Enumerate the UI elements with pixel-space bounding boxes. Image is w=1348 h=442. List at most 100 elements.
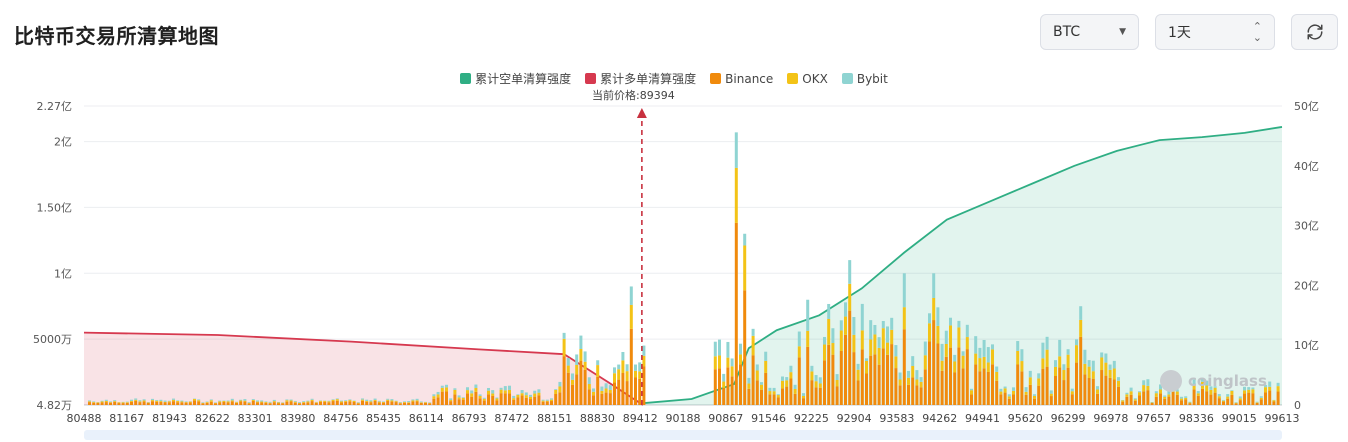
okx-bar <box>100 401 104 403</box>
legend-item[interactable]: 累计多单清算强度 <box>585 70 696 87</box>
bybit-bar <box>503 386 507 391</box>
binance-bar <box>1205 391 1209 405</box>
okx-bar <box>970 390 973 395</box>
bybit-bar <box>516 394 520 395</box>
okx-bar <box>1222 400 1225 402</box>
okx-bar <box>428 402 432 404</box>
bybit-bar <box>109 401 112 403</box>
okx-bar <box>352 400 356 403</box>
binance-bar <box>503 393 507 405</box>
binance-bar <box>1180 400 1183 405</box>
okx-bar <box>982 356 986 369</box>
bybit-bar <box>558 381 562 387</box>
refresh-icon <box>1306 24 1323 40</box>
bybit-bar <box>1188 401 1192 403</box>
okx-bar <box>961 355 965 369</box>
bybit-bar <box>1024 387 1028 392</box>
bybit-bar <box>734 132 738 168</box>
bybit-bar <box>894 345 898 357</box>
bybit-bar <box>348 399 352 401</box>
binance-bar <box>411 401 415 405</box>
legend-item[interactable]: OKX <box>787 70 828 87</box>
binance-bar <box>869 355 873 405</box>
okx-bar <box>172 399 175 402</box>
binance-bar <box>348 401 352 405</box>
legend-item[interactable]: Bybit <box>841 70 888 87</box>
bybit-bar <box>1037 373 1041 379</box>
bybit-bar <box>785 377 789 381</box>
bybit-bar <box>839 320 843 331</box>
binance-bar <box>1016 364 1020 405</box>
x-axis-tick-label: 83301 <box>238 412 273 425</box>
bybit-bar <box>907 370 910 378</box>
symbol-select[interactable]: BTC ▼ <box>1040 14 1139 50</box>
binance-bar <box>617 379 621 405</box>
bybit-bar <box>302 401 306 403</box>
bybit-bar <box>125 401 129 403</box>
bybit-bar <box>1154 391 1158 394</box>
binance-bar <box>159 402 163 405</box>
bybit-bar <box>1192 379 1196 385</box>
bybit-bar <box>1070 388 1074 392</box>
binance-bar <box>566 372 570 405</box>
okx-bar <box>449 400 453 402</box>
okx-bar <box>739 354 742 365</box>
bybit-bar <box>1163 395 1167 397</box>
chart-zoom-slider[interactable] <box>84 430 1282 440</box>
okx-bar <box>772 391 776 395</box>
okx-bar <box>235 402 238 403</box>
x-axis-tick-label: 91546 <box>751 412 786 425</box>
binance-bar <box>457 399 461 405</box>
period-value: 1天 <box>1168 25 1191 41</box>
okx-bar <box>781 380 784 389</box>
legend-item[interactable]: Binance <box>710 70 773 87</box>
bybit-bar <box>818 377 822 384</box>
okx-bar <box>155 400 159 402</box>
okx-bar <box>944 343 948 357</box>
legend-swatch <box>787 73 799 84</box>
binance-bar <box>1041 368 1045 405</box>
okx-bar <box>848 283 852 311</box>
binance-bar <box>516 397 520 405</box>
okx-bar <box>1276 386 1280 392</box>
refresh-button[interactable] <box>1291 14 1338 50</box>
bybit-bar <box>466 387 469 391</box>
okx-bar <box>831 343 835 355</box>
binance-bar <box>314 402 318 405</box>
bybit-bar <box>251 399 255 401</box>
okx-bar <box>810 371 814 381</box>
legend-swatch <box>710 73 722 84</box>
okx-bar <box>1054 366 1057 377</box>
okx-bar <box>923 355 927 370</box>
binance-bar <box>172 401 175 405</box>
binance-bar <box>268 403 272 405</box>
bybit-bar <box>436 391 440 395</box>
bybit-bar <box>327 400 331 402</box>
okx-bar <box>575 364 579 375</box>
okx-bar <box>1091 371 1095 379</box>
legend-item[interactable]: 累计空单清算强度 <box>460 70 571 87</box>
binance-bar <box>583 369 587 405</box>
binance-bar <box>130 401 133 405</box>
okx-bar <box>285 400 289 402</box>
okx-bar <box>1217 396 1221 399</box>
bybit-bar <box>356 402 360 403</box>
okx-bar <box>163 401 167 403</box>
bybit-bar <box>512 395 516 399</box>
bybit-bar <box>1247 387 1251 390</box>
binance-bar <box>222 401 226 405</box>
okx-bar <box>466 390 469 394</box>
okx-bar <box>789 372 793 379</box>
bybit-bar <box>457 395 461 398</box>
okx-bar <box>1163 396 1167 399</box>
okx-bar <box>1117 380 1120 387</box>
okx-bar <box>1121 400 1125 402</box>
bybit-bar <box>1259 396 1263 398</box>
bybit-bar <box>1230 390 1234 391</box>
binance-bar <box>239 401 243 405</box>
okx-bar <box>1045 349 1049 367</box>
period-select[interactable]: 1天 ⌃ ⌄ <box>1155 14 1275 50</box>
binance-bar <box>142 401 146 405</box>
okx-bar <box>999 391 1003 395</box>
x-axis-tick-label: 93583 <box>879 412 914 425</box>
